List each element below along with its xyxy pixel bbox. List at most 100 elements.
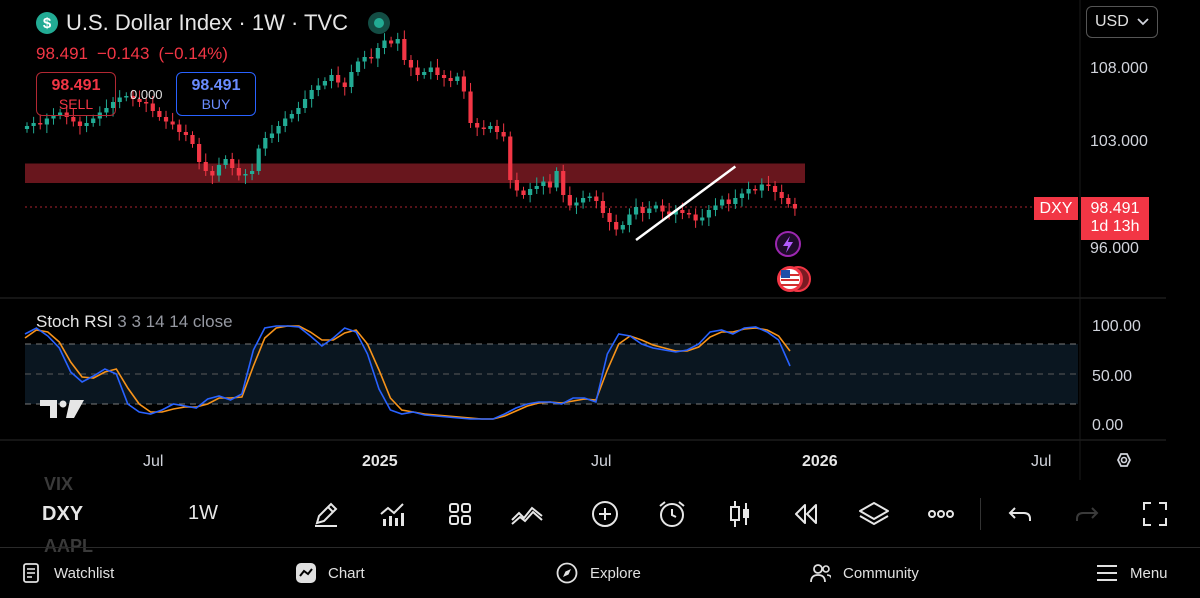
- candle: [607, 213, 612, 222]
- candle: [336, 75, 341, 83]
- indicator-legend[interactable]: Stoch RSI 3 3 14 14 close: [36, 312, 233, 332]
- candle: [541, 181, 546, 186]
- strategy-icon[interactable]: [510, 497, 544, 531]
- nav-menu[interactable]: Menu: [1096, 548, 1168, 598]
- candle: [249, 171, 255, 174]
- chart-settings-icon[interactable]: [1116, 453, 1132, 467]
- stoch-tick: 0.00: [1092, 417, 1123, 434]
- candle: [481, 127, 486, 129]
- candles[interactable]: [24, 30, 798, 236]
- candle: [627, 214, 632, 225]
- price-tick: 96.000: [1090, 240, 1139, 257]
- interval-button[interactable]: 1W: [188, 502, 218, 524]
- indicator-params: 3 3 14 14 close: [117, 312, 233, 331]
- candle: [395, 39, 400, 44]
- candle: [236, 168, 241, 176]
- fullscreen-icon[interactable]: [1138, 497, 1172, 531]
- flash-event-icon[interactable]: [775, 231, 801, 257]
- candle: [84, 123, 89, 126]
- candle: [130, 96, 136, 99]
- candle: [144, 102, 149, 104]
- undo-icon[interactable]: [1003, 497, 1037, 531]
- candle: [389, 40, 394, 44]
- candle: [216, 165, 222, 176]
- resistance-zone[interactable]: [25, 163, 805, 184]
- candle: [561, 171, 566, 195]
- stoch-band: [25, 344, 1078, 404]
- nav-watchlist-label: Watchlist: [54, 564, 115, 582]
- candle: [660, 205, 665, 212]
- nav-chart[interactable]: Chart: [296, 548, 365, 598]
- currency-select[interactable]: USD: [1086, 6, 1158, 38]
- candles-icon[interactable]: [723, 497, 757, 531]
- candle: [693, 214, 698, 221]
- nav-community[interactable]: Community: [809, 548, 919, 598]
- candle: [296, 108, 301, 114]
- redo-icon[interactable]: [1070, 497, 1104, 531]
- candle: [375, 48, 380, 59]
- sell-button[interactable]: 98.491 SELL: [36, 72, 116, 116]
- candle: [488, 126, 493, 129]
- candle: [534, 186, 539, 189]
- nav-chart-label: Chart: [328, 564, 365, 582]
- candle: [24, 126, 30, 129]
- symbol-switcher[interactable]: VIX DXY AAPL 1W: [0, 474, 290, 556]
- candle: [667, 211, 672, 215]
- add-icon[interactable]: [588, 497, 622, 531]
- ticker-next[interactable]: AAPL: [44, 536, 93, 556]
- candle: [322, 81, 327, 86]
- candle: [554, 171, 559, 188]
- buy-button[interactable]: 98.491 BUY: [176, 72, 256, 116]
- us-flag-event-icon[interactable]: [777, 266, 811, 292]
- ticker-prev[interactable]: VIX: [44, 474, 74, 494]
- candle: [402, 39, 407, 60]
- candle: [342, 82, 347, 87]
- candle: [435, 67, 440, 75]
- market-status-icon[interactable]: [368, 12, 390, 34]
- alarm-icon[interactable]: [655, 497, 689, 531]
- candle: [197, 144, 202, 162]
- indicators-icon[interactable]: [375, 497, 409, 531]
- candle: [382, 40, 387, 48]
- candle: [779, 192, 784, 198]
- candle: [38, 123, 43, 125]
- hamburger-icon: [1096, 562, 1118, 584]
- symbol-title[interactable]: U.S. Dollar Index · 1W · TVC: [66, 10, 348, 35]
- last-price-tag: 98.491 1d 13h: [1081, 197, 1149, 240]
- nav-explore-label: Explore: [590, 564, 641, 582]
- candle: [369, 57, 374, 59]
- candle: [157, 111, 162, 117]
- sell-label: SELL: [58, 96, 94, 112]
- candle: [263, 138, 268, 149]
- candle: [329, 75, 334, 81]
- trendline[interactable]: [635, 165, 737, 242]
- candle: [528, 189, 533, 195]
- candle: [600, 201, 606, 213]
- candle: [51, 115, 56, 119]
- candle: [230, 159, 235, 168]
- candle: [110, 102, 116, 108]
- replay-icon[interactable]: [789, 497, 823, 531]
- candle: [726, 199, 731, 204]
- grid-icon[interactable]: [443, 497, 477, 531]
- symbol-header[interactable]: $ U.S. Dollar Index · 1W · TVC: [36, 10, 390, 36]
- candle: [567, 195, 572, 206]
- candle: [408, 60, 414, 68]
- candle: [117, 97, 122, 102]
- last-price-value: 98.491: [1090, 200, 1140, 217]
- pencil-icon[interactable]: [309, 497, 343, 531]
- layers-icon[interactable]: [857, 497, 891, 531]
- time-label: 2026: [802, 453, 838, 470]
- nav-watchlist[interactable]: Watchlist: [20, 548, 114, 598]
- candle: [150, 103, 155, 111]
- candle: [302, 99, 308, 108]
- chevron-down-icon: [1137, 18, 1149, 26]
- nav-explore[interactable]: Explore: [556, 548, 641, 598]
- candle: [177, 124, 182, 132]
- candle: [514, 180, 519, 191]
- more-icon[interactable]: [924, 497, 958, 531]
- ticker-current[interactable]: DXY: [42, 503, 84, 525]
- candle: [71, 117, 76, 122]
- candle: [31, 123, 36, 126]
